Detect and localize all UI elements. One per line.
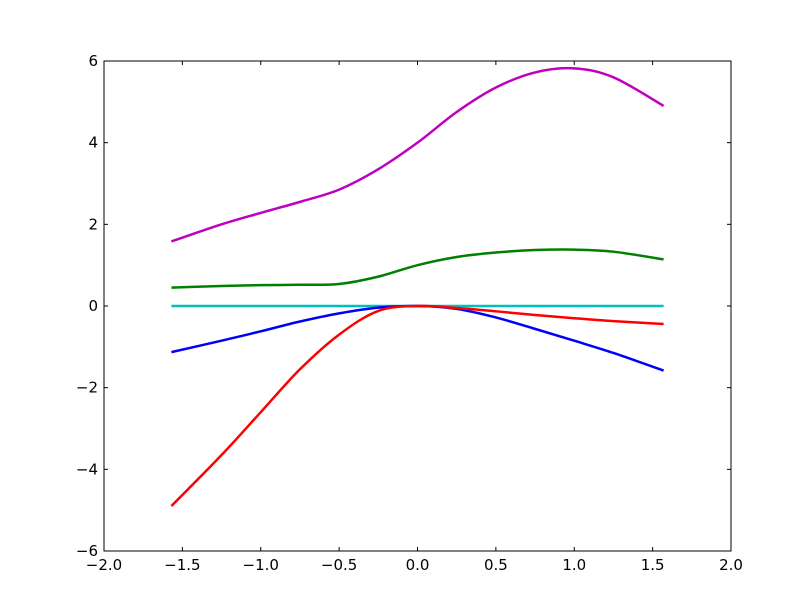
x-tick-label: 1.0 (562, 556, 586, 574)
ticks-group (103, 60, 732, 552)
y-tick-label: −4 (76, 460, 98, 478)
y-tick-label: 0 (88, 297, 98, 315)
y-tick-label: −2 (76, 379, 98, 397)
series-line-2 (171, 248, 664, 289)
y-tick-label: 4 (88, 134, 98, 152)
series-line-5 (170, 304, 664, 507)
x-tick-label: −1.0 (243, 556, 279, 574)
y-tick-label: 6 (88, 52, 98, 70)
y-tick-label: −6 (76, 542, 98, 560)
x-tick-label: 1.5 (641, 556, 665, 574)
series-line-1 (170, 66, 665, 243)
x-tick-label: −2.0 (86, 556, 122, 574)
x-tick-label: 0.5 (484, 556, 508, 574)
series-line-4 (171, 304, 665, 372)
y-tick-label: 2 (88, 215, 98, 233)
x-tick-label: 2.0 (719, 556, 743, 574)
x-tick-label: 0.0 (406, 556, 430, 574)
x-tick-label: −0.5 (321, 556, 357, 574)
x-tick-label: −1.5 (164, 556, 200, 574)
series-group (170, 66, 665, 507)
tick-labels-group: −2.0 −1.5 −1.0 −0.5 0.0 0.5 1.0 1.5 2.0 −6 −4 −2 0 2 4… (76, 52, 743, 574)
